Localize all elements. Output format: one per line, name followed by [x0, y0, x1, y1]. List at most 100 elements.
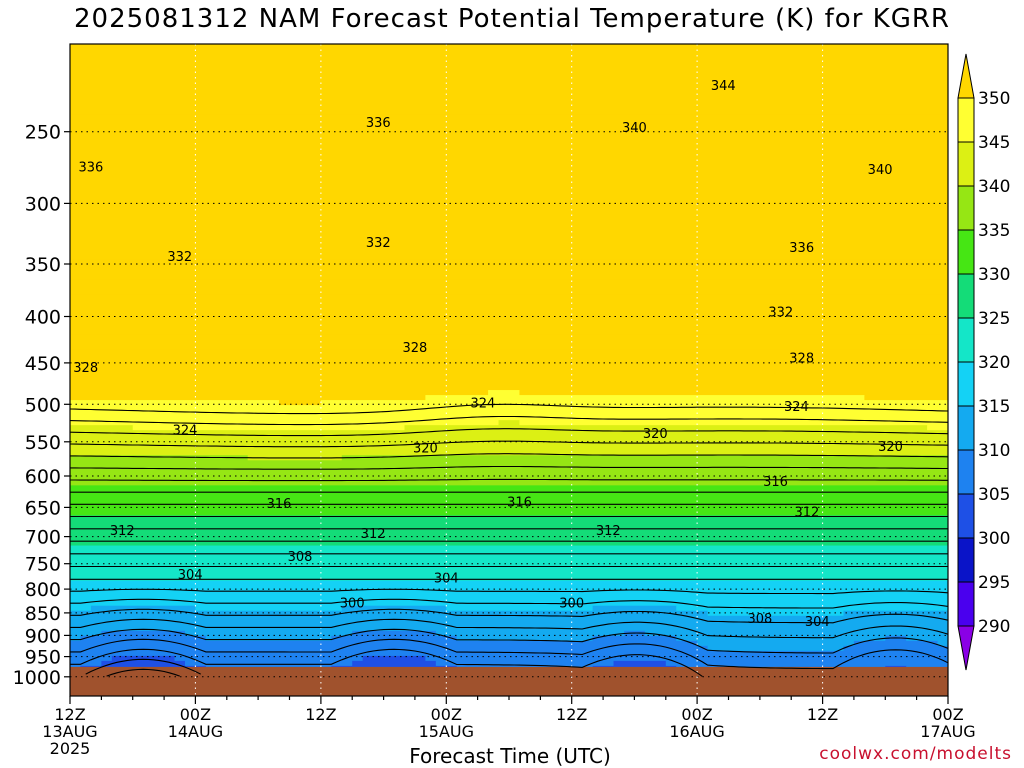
colorbar-label: 330 — [978, 265, 1010, 285]
fill-band-cell — [70, 645, 709, 652]
contour-label: 324 — [470, 397, 495, 412]
contour-label: 308 — [288, 550, 313, 565]
colorbar-swatch — [957, 229, 975, 275]
fill-band-cell — [70, 385, 948, 391]
fill-band-cell — [70, 169, 948, 175]
fill-band-cell — [70, 319, 948, 326]
fill-band-cell — [707, 645, 845, 652]
fill-band-cell — [498, 420, 521, 426]
colorbar-label: 340 — [978, 177, 1010, 197]
y-tick-label: 950 — [25, 647, 61, 669]
contour-line-308 — [70, 638, 948, 670]
fill-band-cell — [70, 530, 948, 537]
fill-band-cell — [435, 660, 615, 667]
colorbar-swatch — [957, 361, 975, 407]
contour-label: 300 — [340, 597, 365, 612]
fill-band-cell — [70, 510, 948, 517]
x-tick-date: 16AUG — [669, 722, 724, 741]
fill-band-cell — [70, 119, 948, 125]
credit-text: coolwx.com/modelts — [819, 744, 1012, 764]
colorbar-swatch — [957, 317, 975, 363]
y-tick-label: 550 — [25, 432, 61, 454]
fill-band-cell — [80, 635, 207, 642]
fill-band-cell — [70, 405, 948, 411]
fill-band-cell — [70, 364, 948, 371]
fill-band-cell — [70, 585, 948, 592]
contour-label: 312 — [596, 524, 621, 539]
contour-line-302 — [106, 668, 180, 677]
fill-band-cell — [70, 44, 948, 50]
contour-label: 332 — [167, 250, 192, 265]
contour-label: 312 — [361, 527, 386, 542]
fill-band-cell — [70, 450, 948, 456]
contour-labels: 344 340 340 336 336 336 332 332 332 328 328 328 324 3… — [73, 79, 903, 630]
fill-band-cell — [70, 400, 280, 406]
fill-band-cell — [70, 84, 948, 90]
fill-band-cell — [676, 635, 886, 642]
colorbar-label: 305 — [978, 485, 1010, 505]
colorbar-swatch — [957, 97, 975, 143]
y-tick-label: 500 — [25, 394, 61, 416]
fill-band-cell — [70, 520, 948, 527]
colorbar: 350 345 340 335 330 325 320 315 310 305 300 295 290 — [957, 53, 1010, 671]
fill-band-cell — [404, 425, 928, 431]
contour-line-340 — [70, 453, 948, 459]
fill-band-cell — [70, 194, 948, 201]
colorbar-swatch — [957, 537, 975, 583]
y-tick-label: 900 — [25, 625, 61, 647]
fill-band-cell — [70, 249, 948, 256]
fill-band-cell — [70, 294, 948, 301]
fill-band-cell — [70, 79, 948, 85]
fill-band-cell — [70, 480, 948, 486]
fill-band-cell — [174, 655, 364, 662]
contour-line-318 — [70, 588, 948, 595]
contour-label: 340 — [868, 163, 893, 178]
colorbar-swatch — [957, 449, 975, 495]
fill-band-cell — [70, 560, 948, 567]
fill-band-cell — [195, 605, 343, 612]
fill-band-cell — [70, 595, 948, 602]
fill-band-cell — [70, 49, 948, 55]
fill-band-cell — [184, 660, 353, 667]
fill-band-cell — [70, 635, 82, 642]
fill-band-cell — [435, 630, 625, 637]
fill-band-cell — [70, 354, 948, 361]
fill-band-cell — [362, 655, 426, 662]
fill-band-cell — [70, 470, 948, 476]
contour-line-338 — [70, 465, 948, 470]
fill-band-cell — [425, 655, 948, 662]
colorbar-label: 320 — [978, 353, 1010, 373]
colorbar-label: 325 — [978, 309, 1010, 329]
fill-band-cell — [937, 640, 948, 647]
ground-layer — [70, 666, 948, 696]
colorbar-label: 310 — [978, 441, 1010, 461]
y-tick-label: 850 — [25, 603, 61, 625]
fill-band-cell — [70, 304, 948, 311]
fill-band-cell — [70, 309, 948, 316]
y-tick-label: 600 — [25, 466, 61, 488]
fill-band-cell — [70, 349, 948, 356]
contour-label: 328 — [402, 341, 427, 356]
fill-band-cell — [70, 284, 948, 291]
fill-band-cell — [184, 630, 353, 637]
fill-band-cell — [101, 630, 186, 637]
fill-band-cell — [341, 605, 447, 612]
x-axis-label: Forecast Time (UTC) — [409, 744, 611, 768]
fill-band-cell — [70, 334, 948, 341]
fill-band-cell — [70, 425, 134, 431]
contour-line-348 — [70, 403, 948, 415]
fill-band-cell — [70, 490, 948, 496]
y-tick-label: 350 — [25, 254, 61, 276]
fill-band-cell — [864, 395, 948, 401]
fill-band-cell — [279, 400, 322, 406]
fill-band-cell — [927, 425, 948, 431]
fill-band-cell — [341, 455, 948, 461]
fill-band-cell — [70, 515, 948, 522]
fill-band-cell — [70, 89, 948, 95]
fill-band-cell — [352, 660, 437, 667]
contour-line-316 — [70, 598, 948, 609]
fill-bands — [70, 44, 948, 696]
fill-band-cell — [70, 94, 948, 100]
contour-label: 304 — [434, 572, 459, 587]
